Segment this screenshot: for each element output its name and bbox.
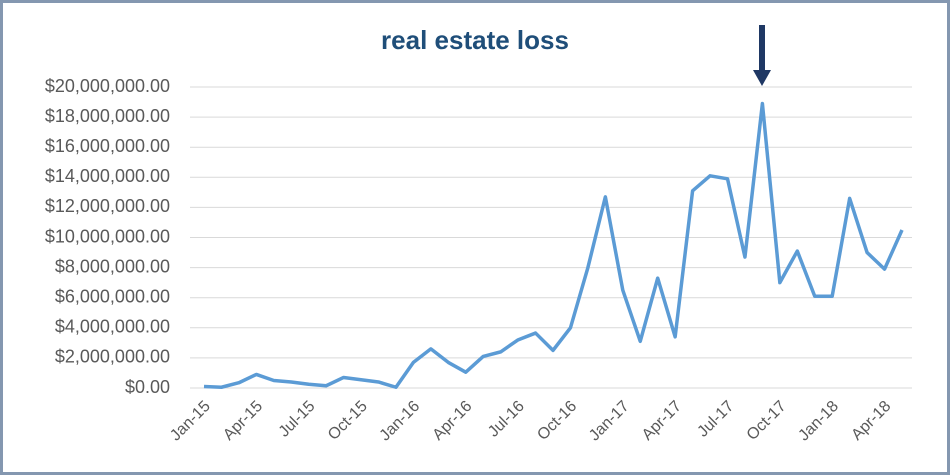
y-tick-label: $2,000,000.00 (55, 347, 170, 367)
chart-title: real estate loss (381, 25, 569, 55)
y-tick-label: $16,000,000.00 (45, 136, 170, 156)
y-tick-label: $18,000,000.00 (45, 106, 170, 126)
arrow (753, 25, 771, 86)
y-tick-label: $12,000,000.00 (45, 196, 170, 216)
y-tick-label: $20,000,000.00 (45, 76, 170, 96)
y-tick-label: $4,000,000.00 (55, 317, 170, 337)
y-tick-label: $0.00 (125, 377, 170, 397)
y-tick-label: $10,000,000.00 (45, 226, 170, 246)
y-tick-label: $14,000,000.00 (45, 166, 170, 186)
y-tick-label: $8,000,000.00 (55, 256, 170, 276)
line-series (203, 101, 904, 389)
y-tick-label: $6,000,000.00 (55, 286, 170, 306)
